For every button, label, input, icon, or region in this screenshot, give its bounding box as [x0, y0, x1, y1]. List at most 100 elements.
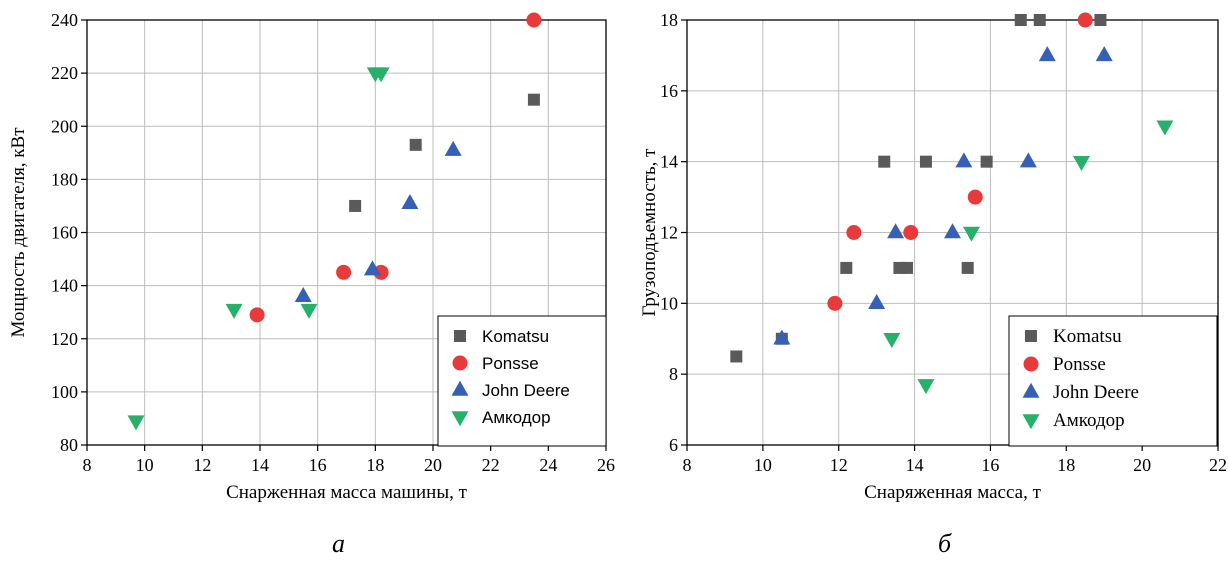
data-point [1033, 14, 1046, 26]
data-point [827, 295, 843, 311]
legend-marker [454, 330, 466, 342]
data-point [1094, 14, 1107, 26]
data-point [294, 286, 312, 302]
legend-label: John Deere [1053, 382, 1139, 403]
data-point [1014, 14, 1027, 26]
data-point [363, 260, 381, 276]
data-point [249, 307, 265, 323]
data-point [903, 225, 919, 240]
x-tick-label: 14 [906, 455, 924, 475]
y-tick-label: 140 [51, 276, 78, 296]
series-john-deere [294, 140, 462, 302]
y-tick-label: 220 [51, 63, 78, 83]
panel-label: б [938, 529, 952, 558]
data-point [730, 350, 743, 363]
data-point [336, 264, 352, 280]
x-tick-label: 8 [683, 455, 692, 475]
data-point [373, 264, 389, 280]
data-point [409, 138, 422, 151]
data-point [883, 333, 901, 349]
data-point [1038, 46, 1056, 62]
series-ponsse [827, 12, 1093, 311]
panel-label: а [332, 529, 345, 558]
data-point [225, 303, 243, 319]
y-tick-label: 100 [51, 382, 78, 402]
data-point [127, 415, 145, 431]
series-ponsse [249, 12, 542, 323]
legend-label: Ponsse [482, 354, 539, 373]
legend: Komatsu Ponsse John Deere Амкодор [437, 315, 607, 447]
x-tick-label: 10 [136, 455, 154, 475]
data-point [840, 261, 853, 274]
x-tick-label: 12 [193, 455, 211, 475]
data-point [1072, 155, 1090, 171]
legend: Komatsu Ponsse John Deere Амкодор [1008, 315, 1218, 447]
data-point [444, 140, 462, 156]
y-tick-label: 8 [669, 364, 678, 384]
data-point [980, 155, 993, 168]
data-point [967, 189, 983, 205]
legend-marker [452, 355, 468, 371]
series-komatsu [730, 14, 1107, 363]
legend-marker [1022, 382, 1040, 398]
x-tick-label: 16 [309, 455, 327, 475]
data-point [300, 303, 318, 319]
x-tick-label: 8 [83, 455, 92, 475]
legend-box [1008, 315, 1218, 447]
y-axis-title: Грузоподъемность, т [639, 148, 660, 317]
legend-label: Амкодор [482, 408, 551, 427]
data-point [944, 223, 961, 239]
legend-label: Ponsse [1053, 354, 1106, 375]
y-tick-label: 10 [660, 293, 678, 313]
data-point [1095, 46, 1113, 62]
x-axis-title: Снаряженная масса, т [864, 482, 1041, 503]
y-tick-label: 18 [660, 10, 678, 30]
data-point [349, 199, 362, 212]
data-point [773, 329, 791, 345]
data-point [1019, 152, 1037, 168]
y-tick-label: 16 [660, 81, 678, 101]
x-tick-label: 18 [1057, 455, 1075, 475]
y-axis-title: Мощность двигателя, кВт [8, 127, 29, 338]
x-tick-label: 10 [754, 455, 772, 475]
data-point [527, 93, 540, 106]
x-tick-label: 14 [251, 455, 269, 475]
data-point [962, 226, 980, 242]
y-tick-label: 240 [51, 10, 78, 30]
y-tick-label: 80 [60, 435, 78, 455]
data-point [846, 225, 862, 240]
x-tick-label: 20 [424, 455, 442, 475]
legend-label: John Deere [482, 381, 570, 400]
x-axis-title: Снарженная масса машины, т [226, 482, 468, 503]
data-point [919, 155, 932, 168]
x-tick-label: 26 [597, 455, 615, 475]
data-point [1156, 120, 1174, 136]
data-point [878, 155, 891, 168]
legend-marker [1023, 356, 1039, 372]
data-point [868, 294, 886, 310]
y-tick-label: 180 [51, 169, 78, 189]
data-point [1077, 12, 1093, 28]
x-tick-label: 18 [366, 455, 384, 475]
series-амкодор [127, 67, 390, 431]
legend-label: Komatsu [1053, 326, 1122, 347]
x-tick-label: 22 [1209, 455, 1227, 475]
x-tick-label: 12 [830, 455, 848, 475]
x-tick-label: 24 [539, 455, 557, 475]
legend-marker [451, 380, 469, 396]
legend-marker [451, 411, 469, 427]
x-tick-label: 22 [482, 455, 500, 475]
series-john-deere [773, 46, 1113, 345]
series-амкодор [883, 120, 1174, 395]
y-tick-label: 120 [51, 329, 78, 349]
data-point [401, 193, 419, 209]
series-komatsu [349, 93, 540, 212]
legend-marker [1022, 414, 1040, 430]
chart-panel-1: 8 10 12 14 16 18 20 22 24 26 80 100 120 140 160 180 200 2… [8, 10, 615, 558]
legend-label: Komatsu [482, 327, 549, 346]
data-point [917, 379, 935, 395]
data-point [900, 261, 913, 274]
